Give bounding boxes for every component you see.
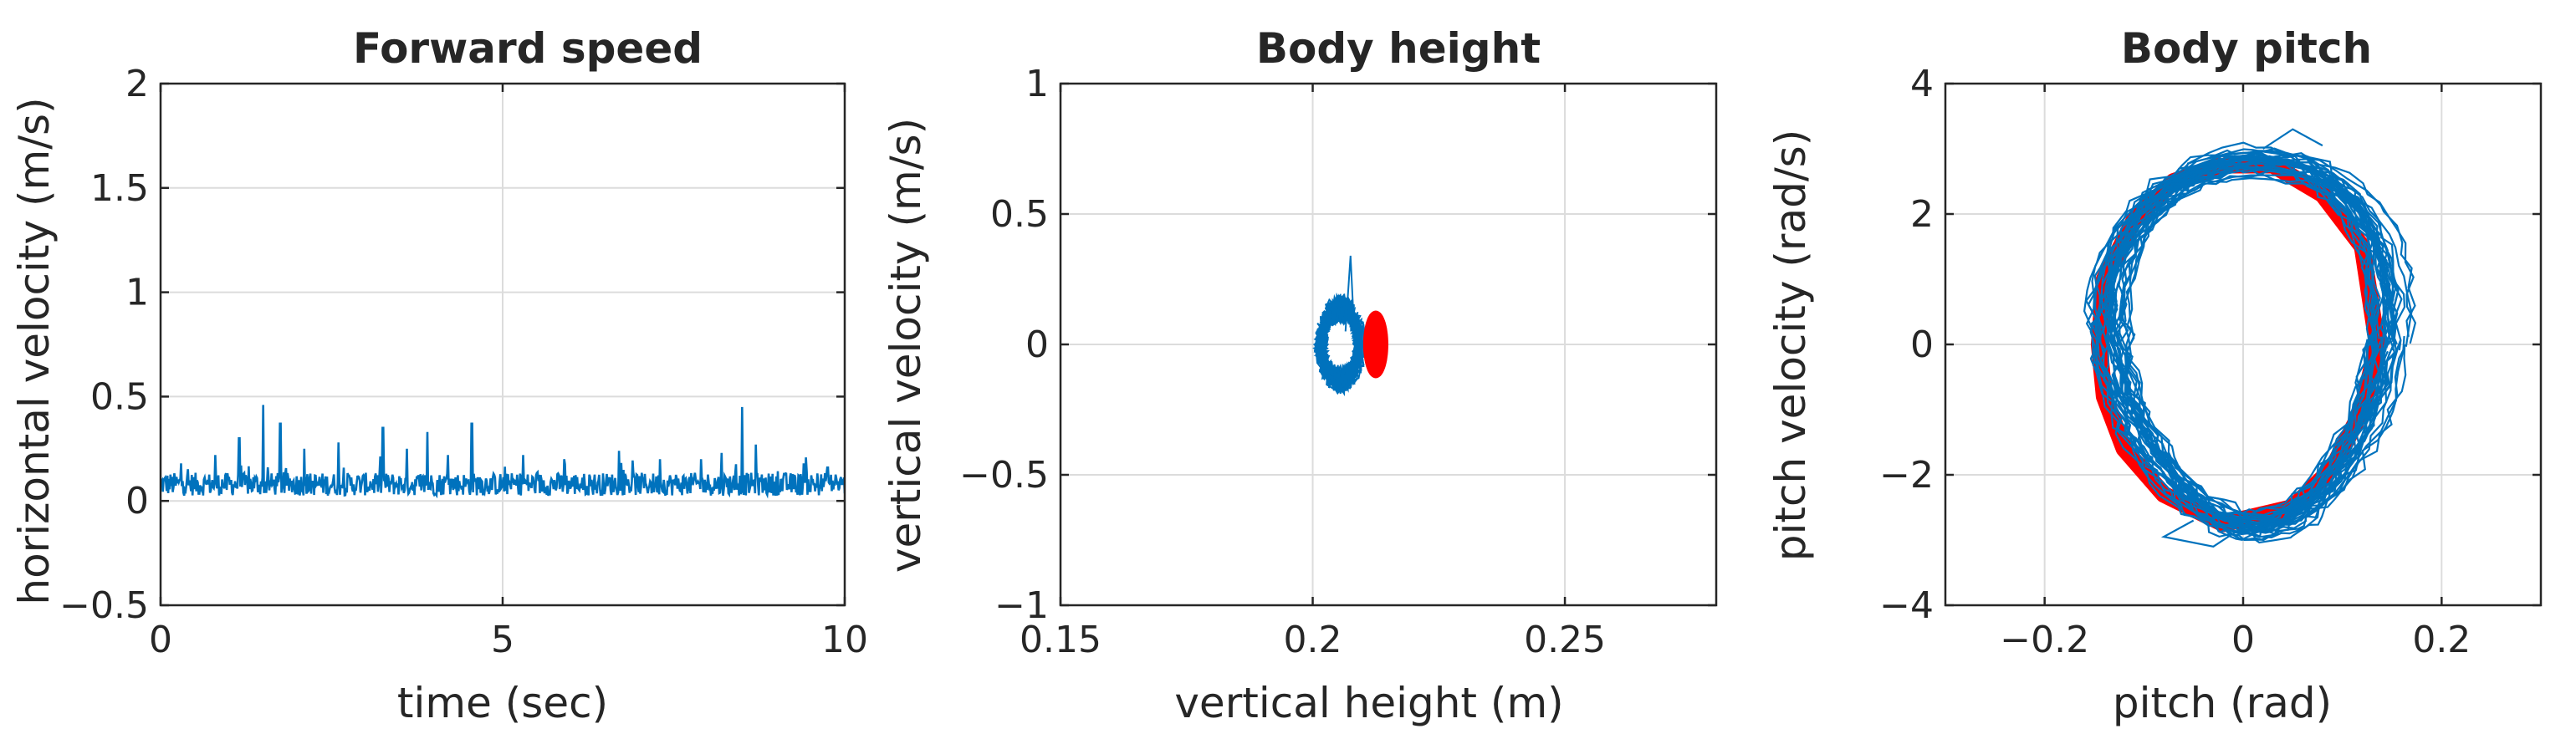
pitch-orbit-blue [2111, 141, 2377, 530]
x-tick-label: 0.25 [1524, 619, 1606, 661]
chart-forward-speed: Forward speed time (sec) horizontal velo… [10, 24, 868, 727]
x-axis-label: vertical height (m) [1174, 679, 1563, 727]
y-tick-label: 4 [1910, 63, 1934, 105]
chart-title: Body height [1256, 24, 1541, 73]
y-tick-label: 1 [1025, 63, 1049, 105]
chart-title: Body pitch [2121, 24, 2372, 73]
chart-body-height: Body height vertical height (m) vertical… [882, 24, 1718, 727]
y-tick-label: 0 [1025, 324, 1049, 366]
plot-area [1312, 255, 1389, 397]
y-tick-label: 0.5 [990, 193, 1049, 236]
height-orbit-blue [1314, 299, 1364, 392]
pitch-orbit-blue [2103, 155, 2386, 521]
y-axis-label: vertical velocity (m/s) [882, 118, 930, 573]
y-tick-label: −1 [994, 584, 1049, 627]
pitch-orbit-blue [2160, 519, 2244, 548]
y-tick-label: 2 [125, 63, 149, 105]
height-orbit-blue [1316, 294, 1366, 390]
x-tick-label: 0 [2231, 619, 2255, 661]
plot-area [2083, 128, 2417, 548]
pitch-orbit-blue [2262, 128, 2323, 150]
chart-title: Forward speed [353, 24, 703, 73]
x-tick-label: 0 [149, 619, 172, 661]
y-tick-label: −2 [1879, 454, 1934, 497]
x-tick-label: −0.2 [2000, 619, 2089, 661]
x-tick-label: 0.2 [1284, 619, 1342, 661]
y-tick-label: 0 [1910, 324, 1934, 366]
x-tick-label: 0.2 [2412, 619, 2471, 661]
y-tick-label: 0 [125, 480, 149, 522]
x-axis-label: pitch (rad) [2113, 679, 2332, 727]
speed-series-line [161, 405, 845, 499]
y-axis-label: horizontal velocity (m/s) [10, 97, 59, 604]
y-tick-label: 0.5 [90, 375, 149, 418]
x-axis-label: time (sec) [397, 679, 608, 727]
pitch-orbit-blue [2098, 174, 2400, 535]
x-tick-label: 10 [821, 619, 868, 661]
plot-area [161, 405, 845, 499]
y-tick-label: 1.5 [90, 167, 149, 210]
y-tick-label: −4 [1879, 584, 1934, 627]
y-tick-label: −0.5 [959, 454, 1049, 497]
pitch-orbit-blue [2107, 153, 2417, 529]
chart-body-pitch: Body pitch pitch (rad) pitch velocity (r… [1766, 24, 2543, 727]
y-tick-label: 1 [125, 272, 149, 314]
x-tick-label: 5 [491, 619, 514, 661]
height-orbit-blue [1344, 255, 1355, 332]
y-axis-label: pitch velocity (rad/s) [1766, 130, 1815, 561]
y-tick-label: −0.5 [59, 584, 149, 627]
x-tick-label: 0.15 [1020, 619, 1101, 661]
height-orbit-red [1362, 310, 1389, 379]
height-orbit-blue [1314, 299, 1367, 386]
y-tick-label: 2 [1910, 193, 1934, 236]
